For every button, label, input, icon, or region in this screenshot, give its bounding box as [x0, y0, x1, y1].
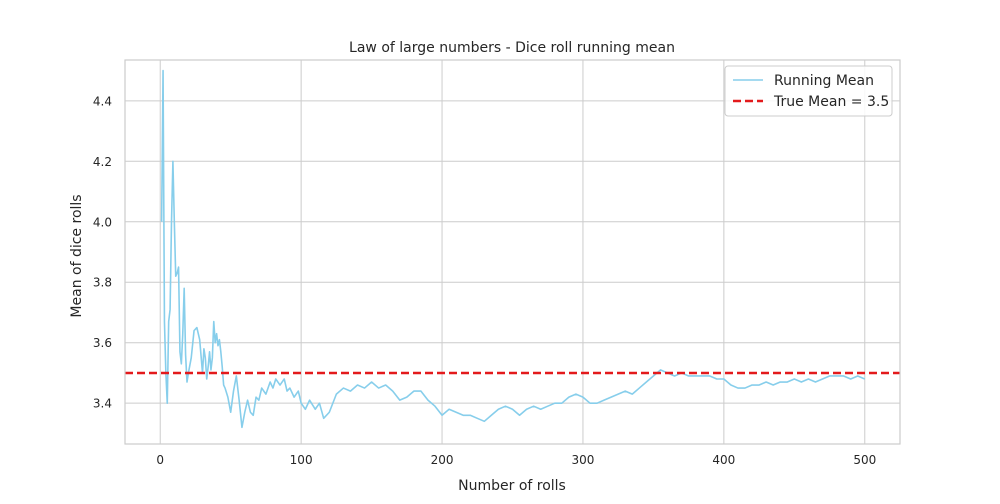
y-axis-label: Mean of dice rolls	[69, 194, 85, 317]
grid	[125, 60, 900, 444]
x-tick-label: 300	[572, 453, 595, 467]
x-tick-label: 400	[712, 453, 735, 467]
x-axis-label: Number of rolls	[458, 478, 566, 494]
running-mean-line	[160, 69, 866, 429]
y-tick-label: 3.6	[93, 336, 112, 350]
chart-title: Law of large numbers - Dice roll running…	[349, 40, 675, 56]
x-tick-label: 100	[290, 453, 313, 467]
tick-labels: 0 100 200 300 400 500 3.4 3.6 3.8 4.0 4.2 4.4	[93, 94, 876, 467]
y-tick-label: 3.8	[93, 276, 112, 290]
plot-frame	[124, 59, 901, 445]
y-tick-label: 4.4	[93, 94, 112, 108]
plot-data	[125, 69, 900, 429]
x-tick-label: 0	[156, 453, 164, 467]
y-tick-label: 4.2	[93, 155, 112, 169]
legend-label-true-mean: True Mean = 3.5	[773, 94, 889, 110]
legend-box	[724, 65, 893, 117]
y-tick-label: 3.4	[93, 397, 112, 411]
y-tick-label: 4.0	[93, 215, 112, 229]
x-tick-label: 200	[431, 453, 454, 467]
legend: Running Mean True Mean = 3.5	[724, 65, 893, 117]
legend-label-running-mean: Running Mean	[774, 73, 874, 89]
x-tick-label: 500	[853, 453, 876, 467]
